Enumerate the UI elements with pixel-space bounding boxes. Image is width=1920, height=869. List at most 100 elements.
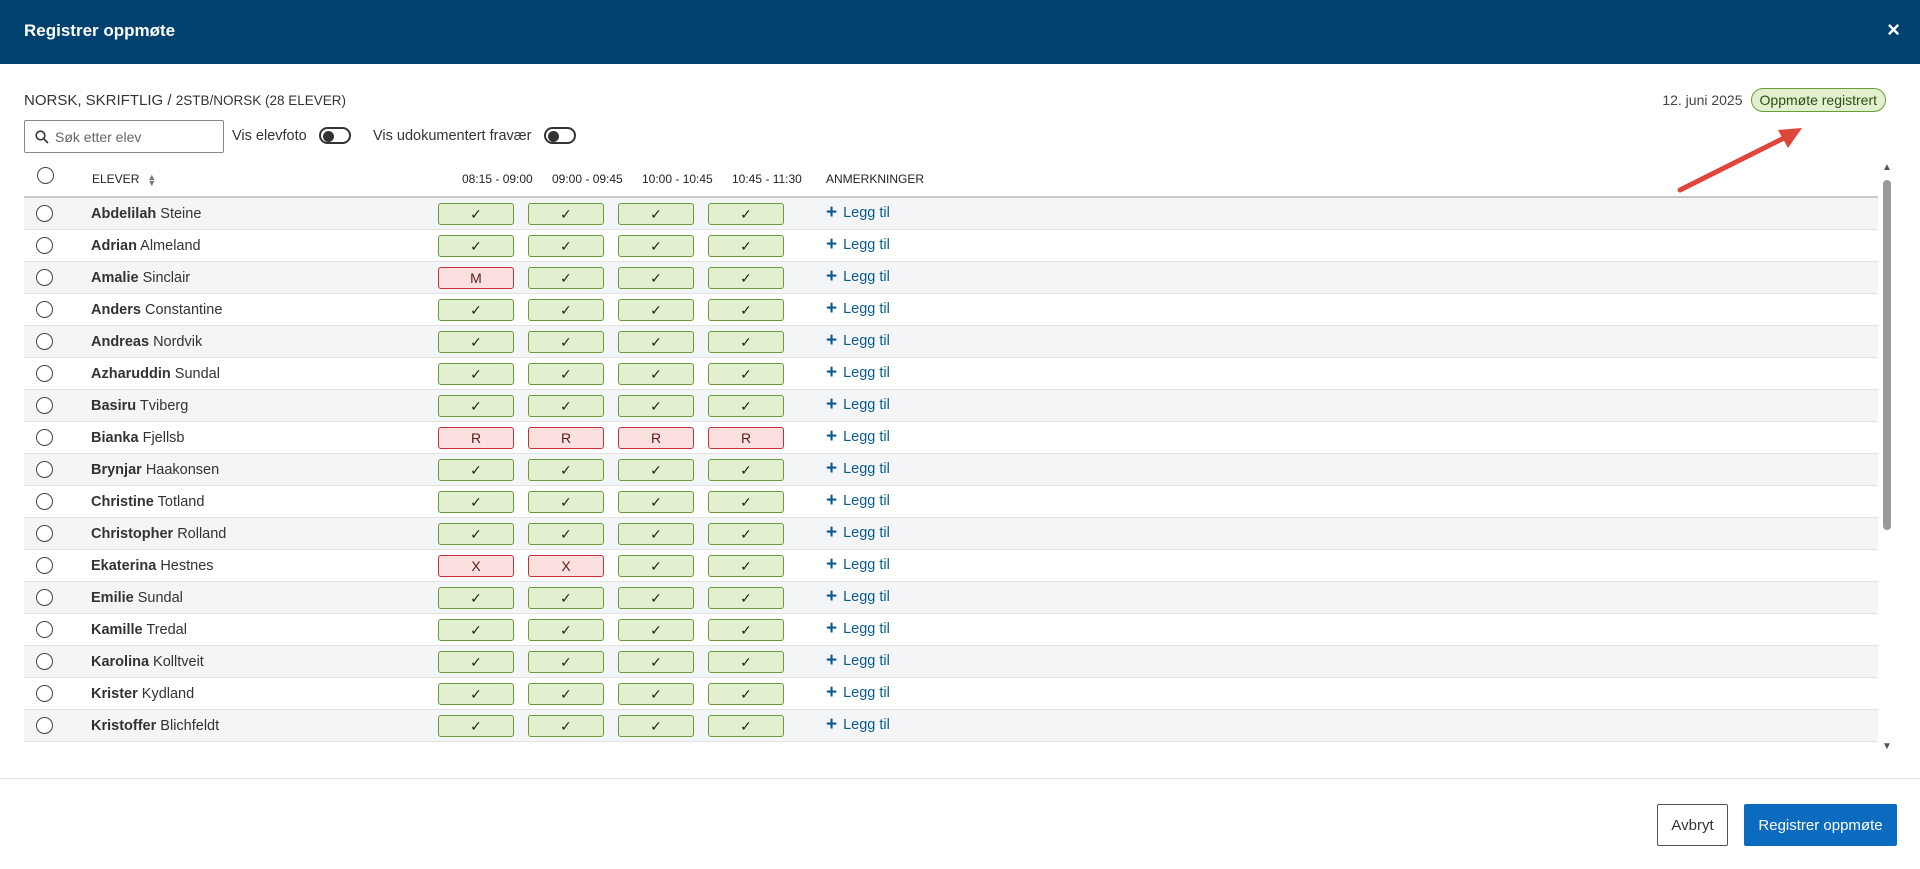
add-remark-button[interactable]: + Legg til xyxy=(826,555,890,574)
attendance-cell[interactable]: ✓ xyxy=(708,651,784,673)
row-checkbox[interactable] xyxy=(36,429,53,446)
attendance-cell[interactable]: X xyxy=(438,555,514,577)
row-checkbox[interactable] xyxy=(36,365,53,382)
attendance-cell[interactable]: ✓ xyxy=(528,331,604,353)
attendance-cell[interactable]: ✓ xyxy=(618,491,694,513)
attendance-cell[interactable]: ✓ xyxy=(528,619,604,641)
attendance-cell[interactable]: ✓ xyxy=(438,715,514,737)
attendance-cell[interactable]: ✓ xyxy=(618,651,694,673)
register-attendance-button[interactable]: Registrer oppmøte xyxy=(1744,804,1897,846)
attendance-cell[interactable]: ✓ xyxy=(528,715,604,737)
cancel-button[interactable]: Avbryt xyxy=(1657,804,1728,846)
attendance-cell[interactable]: ✓ xyxy=(618,299,694,321)
attendance-cell[interactable]: ✓ xyxy=(618,267,694,289)
scroll-down-icon[interactable]: ▼ xyxy=(1882,741,1892,752)
attendance-cell[interactable]: ✓ xyxy=(438,523,514,545)
add-remark-button[interactable]: + Legg til xyxy=(826,587,890,606)
add-remark-button[interactable]: + Legg til xyxy=(826,491,890,510)
row-checkbox[interactable] xyxy=(36,717,53,734)
attendance-cell[interactable]: ✓ xyxy=(618,203,694,225)
attendance-cell[interactable]: ✓ xyxy=(438,363,514,385)
attendance-cell[interactable]: ✓ xyxy=(528,587,604,609)
attendance-cell[interactable]: ✓ xyxy=(618,587,694,609)
attendance-cell[interactable]: ✓ xyxy=(618,523,694,545)
toggle-photo-switch[interactable] xyxy=(318,127,351,144)
row-checkbox[interactable] xyxy=(36,685,53,702)
attendance-cell[interactable]: ✓ xyxy=(438,299,514,321)
attendance-cell[interactable]: ✓ xyxy=(708,619,784,641)
toggle-undocumented-switch[interactable] xyxy=(543,127,576,144)
attendance-cell[interactable]: ✓ xyxy=(618,619,694,641)
attendance-cell[interactable]: ✓ xyxy=(708,587,784,609)
attendance-cell[interactable]: ✓ xyxy=(528,491,604,513)
scroll-thumb[interactable] xyxy=(1883,180,1891,530)
attendance-cell[interactable]: ✓ xyxy=(528,203,604,225)
row-checkbox[interactable] xyxy=(36,525,53,542)
attendance-cell[interactable]: ✓ xyxy=(528,459,604,481)
attendance-cell[interactable]: ✓ xyxy=(708,683,784,705)
attendance-cell[interactable]: ✓ xyxy=(618,555,694,577)
scroll-up-icon[interactable]: ▲ xyxy=(1882,162,1892,173)
attendance-cell[interactable]: ✓ xyxy=(708,459,784,481)
attendance-cell[interactable]: ✓ xyxy=(438,619,514,641)
row-checkbox[interactable] xyxy=(36,493,53,510)
attendance-cell[interactable]: ✓ xyxy=(438,459,514,481)
attendance-cell[interactable]: ✓ xyxy=(708,331,784,353)
attendance-cell[interactable]: R xyxy=(618,427,694,449)
add-remark-button[interactable]: + Legg til xyxy=(826,267,890,286)
attendance-cell[interactable]: ✓ xyxy=(438,395,514,417)
select-all-checkbox[interactable] xyxy=(37,167,54,184)
attendance-cell[interactable]: ✓ xyxy=(528,363,604,385)
row-checkbox[interactable] xyxy=(36,269,53,286)
attendance-cell[interactable]: ✓ xyxy=(708,235,784,257)
add-remark-button[interactable]: + Legg til xyxy=(826,203,890,222)
attendance-cell[interactable]: ✓ xyxy=(438,491,514,513)
attendance-cell[interactable]: ✓ xyxy=(438,683,514,705)
attendance-cell[interactable]: ✓ xyxy=(708,523,784,545)
row-checkbox[interactable] xyxy=(36,621,53,638)
table-scrollbar[interactable]: ▲ ▼ xyxy=(1879,162,1895,752)
add-remark-button[interactable]: + Legg til xyxy=(826,619,890,638)
attendance-cell[interactable]: ✓ xyxy=(618,235,694,257)
attendance-cell[interactable]: ✓ xyxy=(618,331,694,353)
attendance-cell[interactable]: ✓ xyxy=(708,491,784,513)
row-checkbox[interactable] xyxy=(36,205,53,222)
attendance-cell[interactable]: ✓ xyxy=(618,395,694,417)
add-remark-button[interactable]: + Legg til xyxy=(826,427,890,446)
row-checkbox[interactable] xyxy=(36,397,53,414)
add-remark-button[interactable]: + Legg til xyxy=(826,651,890,670)
add-remark-button[interactable]: + Legg til xyxy=(826,235,890,254)
add-remark-button[interactable]: + Legg til xyxy=(826,299,890,318)
add-remark-button[interactable]: + Legg til xyxy=(826,459,890,478)
attendance-cell[interactable]: ✓ xyxy=(528,235,604,257)
attendance-cell[interactable]: ✓ xyxy=(438,587,514,609)
attendance-cell[interactable]: ✓ xyxy=(618,715,694,737)
sort-icon[interactable]: ▲ ▼ xyxy=(147,171,157,188)
close-icon[interactable]: × xyxy=(1887,17,1900,42)
row-checkbox[interactable] xyxy=(36,589,53,606)
add-remark-button[interactable]: + Legg til xyxy=(826,683,890,702)
attendance-cell[interactable]: ✓ xyxy=(528,267,604,289)
student-search[interactable] xyxy=(24,120,224,153)
add-remark-button[interactable]: + Legg til xyxy=(826,363,890,382)
attendance-cell[interactable]: ✓ xyxy=(438,235,514,257)
attendance-cell[interactable]: ✓ xyxy=(528,299,604,321)
attendance-cell[interactable]: R xyxy=(528,427,604,449)
attendance-cell[interactable]: ✓ xyxy=(708,395,784,417)
attendance-cell[interactable]: ✓ xyxy=(618,683,694,705)
row-checkbox[interactable] xyxy=(36,301,53,318)
attendance-cell[interactable]: R xyxy=(438,427,514,449)
add-remark-button[interactable]: + Legg til xyxy=(826,395,890,414)
toggle-student-photo[interactable]: Vis elevfoto xyxy=(232,127,351,144)
attendance-cell[interactable]: ✓ xyxy=(528,651,604,673)
attendance-cell[interactable]: R xyxy=(708,427,784,449)
attendance-cell[interactable]: M xyxy=(438,267,514,289)
attendance-cell[interactable]: ✓ xyxy=(708,267,784,289)
attendance-cell[interactable]: ✓ xyxy=(438,203,514,225)
attendance-cell[interactable]: ✓ xyxy=(708,203,784,225)
add-remark-button[interactable]: + Legg til xyxy=(826,715,890,734)
attendance-cell[interactable]: ✓ xyxy=(528,683,604,705)
row-checkbox[interactable] xyxy=(36,557,53,574)
attendance-cell[interactable]: ✓ xyxy=(708,715,784,737)
row-checkbox[interactable] xyxy=(36,237,53,254)
